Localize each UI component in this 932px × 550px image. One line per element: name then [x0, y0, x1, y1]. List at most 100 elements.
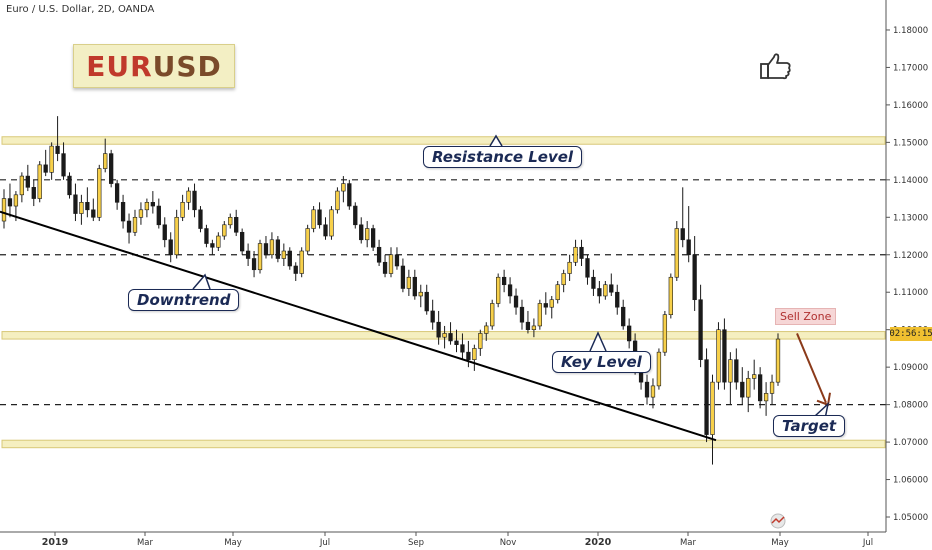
candle-body — [103, 153, 108, 169]
candle-body — [591, 276, 596, 289]
candle-body — [25, 175, 30, 188]
candle-body — [19, 175, 25, 196]
candle-body — [436, 321, 441, 338]
candle-body — [769, 381, 775, 394]
candle-body — [561, 273, 566, 286]
x-tick-label: Jul — [862, 538, 873, 548]
candle-body — [162, 224, 167, 241]
candle-body — [335, 190, 340, 211]
candle-body — [370, 228, 376, 248]
candle-body — [263, 243, 269, 256]
candle-body — [186, 190, 191, 203]
candle-body — [31, 187, 36, 199]
resistance-pointer — [489, 134, 503, 147]
candle-body — [674, 228, 679, 278]
candle-body — [430, 310, 435, 323]
candle-body — [13, 194, 19, 207]
symbol-part-2: USD — [152, 49, 222, 83]
candle-body — [609, 284, 614, 293]
downtrend-pointer — [192, 273, 211, 290]
candles-layer — [1, 116, 781, 465]
candle-body — [198, 209, 203, 229]
candle-body — [549, 299, 554, 308]
candle-body — [55, 145, 60, 154]
x-tick-label: May — [771, 538, 789, 548]
candle-body — [73, 194, 78, 214]
candle-body — [573, 246, 578, 263]
candle-body — [311, 209, 316, 229]
candle-body — [67, 175, 72, 196]
lines-layer — [0, 134, 831, 442]
candle-body — [359, 224, 364, 241]
candle-body — [341, 183, 346, 192]
candle-body — [644, 381, 650, 398]
candle-body — [442, 333, 447, 338]
candle-body — [120, 202, 126, 222]
candle-body — [454, 340, 459, 345]
candle-body — [394, 254, 400, 267]
candle-body — [692, 254, 697, 301]
candle-body — [484, 325, 489, 334]
candle-body — [621, 306, 626, 327]
candle-body — [388, 254, 394, 274]
candle-body — [49, 145, 54, 173]
candle-body — [698, 299, 703, 360]
y-tick-label: 1.11000 — [893, 288, 928, 298]
current-price-tag: 02:56:15 — [889, 327, 932, 341]
candle-body — [168, 239, 173, 256]
candle-body — [376, 246, 382, 263]
candle-body — [1, 198, 7, 222]
candle-body — [478, 333, 483, 349]
y-tick-label: 1.09000 — [893, 363, 928, 373]
candle-body — [740, 381, 745, 398]
candle-body — [323, 224, 328, 237]
x-tick-label: 2020 — [585, 537, 612, 548]
candle-body — [216, 235, 221, 248]
candle-body — [180, 202, 185, 218]
candle-body — [418, 291, 423, 297]
candle-body — [722, 329, 727, 383]
candle-body — [775, 338, 781, 383]
candle-body — [126, 220, 132, 233]
candle-body — [132, 216, 138, 233]
candle-body — [43, 164, 48, 173]
candle-body — [287, 250, 292, 267]
resistance-level-label: Resistance Level — [423, 146, 583, 168]
downtrend-line — [0, 210, 717, 442]
thumbs-up-icon — [760, 52, 792, 85]
candle-body — [400, 265, 406, 289]
candle-body — [752, 374, 757, 379]
candle-body — [91, 209, 96, 218]
y-tick-label: 1.07000 — [893, 438, 928, 448]
y-tick-label: 1.06000 — [893, 476, 928, 486]
tradingview-logo-icon — [767, 512, 789, 535]
zone-support — [1, 439, 886, 449]
candle-body — [269, 239, 275, 256]
candle-body — [466, 351, 471, 360]
key-level-pointer — [589, 331, 607, 352]
candle-body — [615, 291, 620, 308]
candle-body — [716, 329, 721, 383]
candle-body — [579, 246, 584, 259]
candle-body — [245, 250, 251, 259]
candle-body — [704, 359, 709, 435]
candle-body — [281, 250, 286, 259]
candle-body — [567, 261, 572, 274]
candle-body — [85, 202, 90, 211]
candle-body — [555, 284, 560, 301]
candle-body — [460, 344, 465, 353]
symbol-part-1: EUR — [86, 49, 153, 83]
candle-body — [228, 216, 233, 226]
candle-body — [109, 153, 114, 184]
candle-body — [150, 202, 155, 207]
candle-body — [757, 374, 763, 402]
candle-body — [257, 243, 263, 271]
candle-body — [490, 303, 495, 327]
candle-body — [597, 288, 602, 297]
y-tick-label: 1.08000 — [893, 401, 928, 411]
candle-body — [412, 276, 417, 297]
symbol-box: EUR USD — [73, 44, 235, 88]
candle-body — [746, 378, 751, 398]
